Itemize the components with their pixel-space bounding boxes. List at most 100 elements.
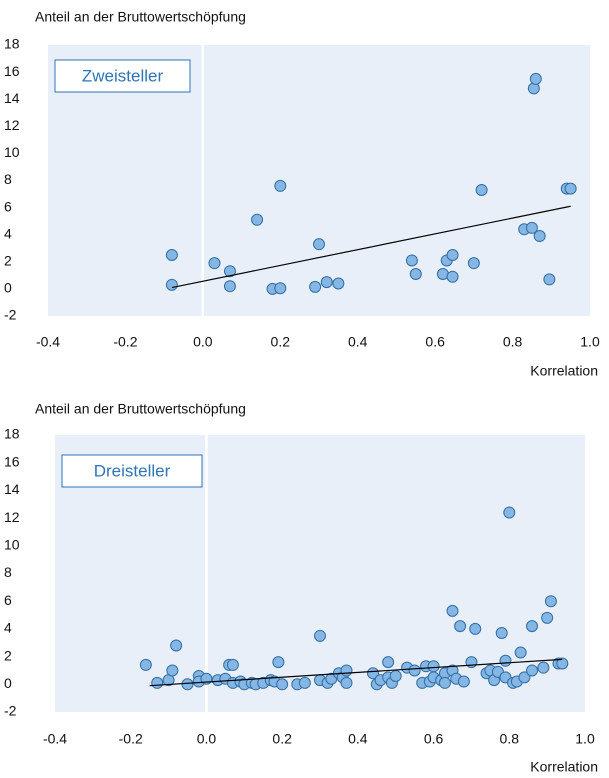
point: [556, 657, 569, 670]
point: [340, 676, 353, 689]
point: [367, 667, 379, 680]
y-axis-label: Anteil an der Bruttowertschöpfung: [35, 9, 246, 25]
y-tick-label: 14: [4, 481, 20, 497]
point: [313, 238, 325, 251]
point: [223, 280, 236, 293]
y-tick-label: 12: [4, 509, 20, 525]
point: [181, 678, 194, 691]
y-tick-label: 8: [4, 564, 12, 580]
x-tick-label: -0.4: [43, 731, 67, 747]
y-tick-label: 18: [4, 36, 20, 52]
point: [151, 676, 164, 689]
point: [537, 661, 550, 674]
point: [475, 183, 488, 196]
x-axis-label: Korrelation: [530, 759, 598, 775]
point: [427, 660, 440, 673]
point: [446, 604, 459, 617]
x-tick-label: 1.0: [580, 334, 600, 350]
point: [446, 270, 459, 283]
point: [309, 280, 322, 293]
point: [503, 506, 516, 519]
annotation: Dreisteller: [94, 461, 171, 480]
point: [408, 664, 421, 677]
y-tick-label: 6: [4, 198, 12, 214]
point: [526, 664, 538, 677]
y-tick-label: 10: [4, 144, 20, 160]
y-tick-label: 6: [4, 592, 12, 608]
point: [223, 265, 236, 278]
x-tick-label: 0.2: [271, 334, 291, 350]
point: [518, 671, 531, 684]
annotation-box: [54, 59, 191, 93]
y-tick-label: 14: [4, 90, 20, 106]
point: [332, 277, 345, 290]
y-tick-label: 2: [4, 647, 12, 663]
x-tick-label: 0.0: [197, 731, 217, 747]
point: [276, 678, 289, 691]
point: [226, 658, 239, 671]
point: [525, 221, 538, 234]
x-tick-label: 0.6: [425, 334, 445, 350]
point: [499, 654, 512, 667]
point: [543, 273, 556, 286]
y-tick-label: 12: [4, 117, 20, 133]
x-tick-label: 0.0: [193, 334, 213, 350]
point: [469, 622, 482, 635]
y-tick-label: -2: [4, 703, 17, 719]
point: [495, 627, 508, 640]
y-tick-label: 0: [4, 675, 12, 691]
y-tick-label: 16: [4, 453, 20, 469]
y-tick-label: 10: [4, 537, 20, 553]
x-tick-label: 0.4: [348, 334, 368, 350]
point: [272, 656, 285, 669]
point: [526, 620, 538, 633]
y-tick-label: 18: [4, 426, 20, 442]
y-tick-label: 4: [4, 620, 12, 636]
y-tick-label: 16: [4, 63, 20, 79]
point: [382, 656, 395, 669]
point: [467, 257, 480, 270]
x-tick-label: 0.8: [503, 334, 523, 350]
point: [529, 72, 542, 85]
y-axis-label: Anteil an der Bruttowertschöpfung: [35, 401, 246, 417]
point: [274, 282, 287, 295]
x-tick-label: 0.4: [348, 731, 368, 747]
point: [541, 611, 554, 624]
y-tick-label: -2: [4, 307, 17, 323]
x-tick-label: 0.2: [272, 731, 292, 747]
point: [389, 669, 402, 682]
point: [320, 276, 333, 289]
point: [340, 664, 353, 677]
point: [139, 658, 152, 671]
point: [170, 639, 183, 652]
point: [514, 646, 527, 659]
point: [533, 230, 546, 243]
y-tick-label: 4: [4, 225, 12, 241]
point: [457, 675, 470, 688]
y-tick-label: 0: [4, 280, 12, 296]
point: [446, 249, 459, 262]
point: [409, 267, 422, 280]
point: [314, 629, 326, 642]
x-tick-label: 0.8: [500, 731, 520, 747]
x-tick-label: -0.2: [113, 334, 137, 350]
point: [208, 257, 221, 270]
x-axis-label: Korrelation: [530, 363, 598, 379]
annotation: Zweisteller: [82, 66, 164, 85]
point: [274, 179, 287, 192]
point: [166, 664, 179, 677]
x-tick-label: -0.2: [119, 731, 143, 747]
trend-line: [149, 658, 563, 687]
y-tick-label: 8: [4, 171, 12, 187]
x-tick-label: -0.4: [36, 334, 60, 350]
point: [251, 213, 264, 226]
point: [298, 676, 311, 689]
x-tick-label: 1.0: [575, 731, 595, 747]
y-tick-label: 2: [4, 253, 12, 269]
point: [438, 676, 451, 689]
point: [165, 249, 178, 262]
point: [405, 254, 418, 267]
trend-line: [171, 205, 571, 289]
